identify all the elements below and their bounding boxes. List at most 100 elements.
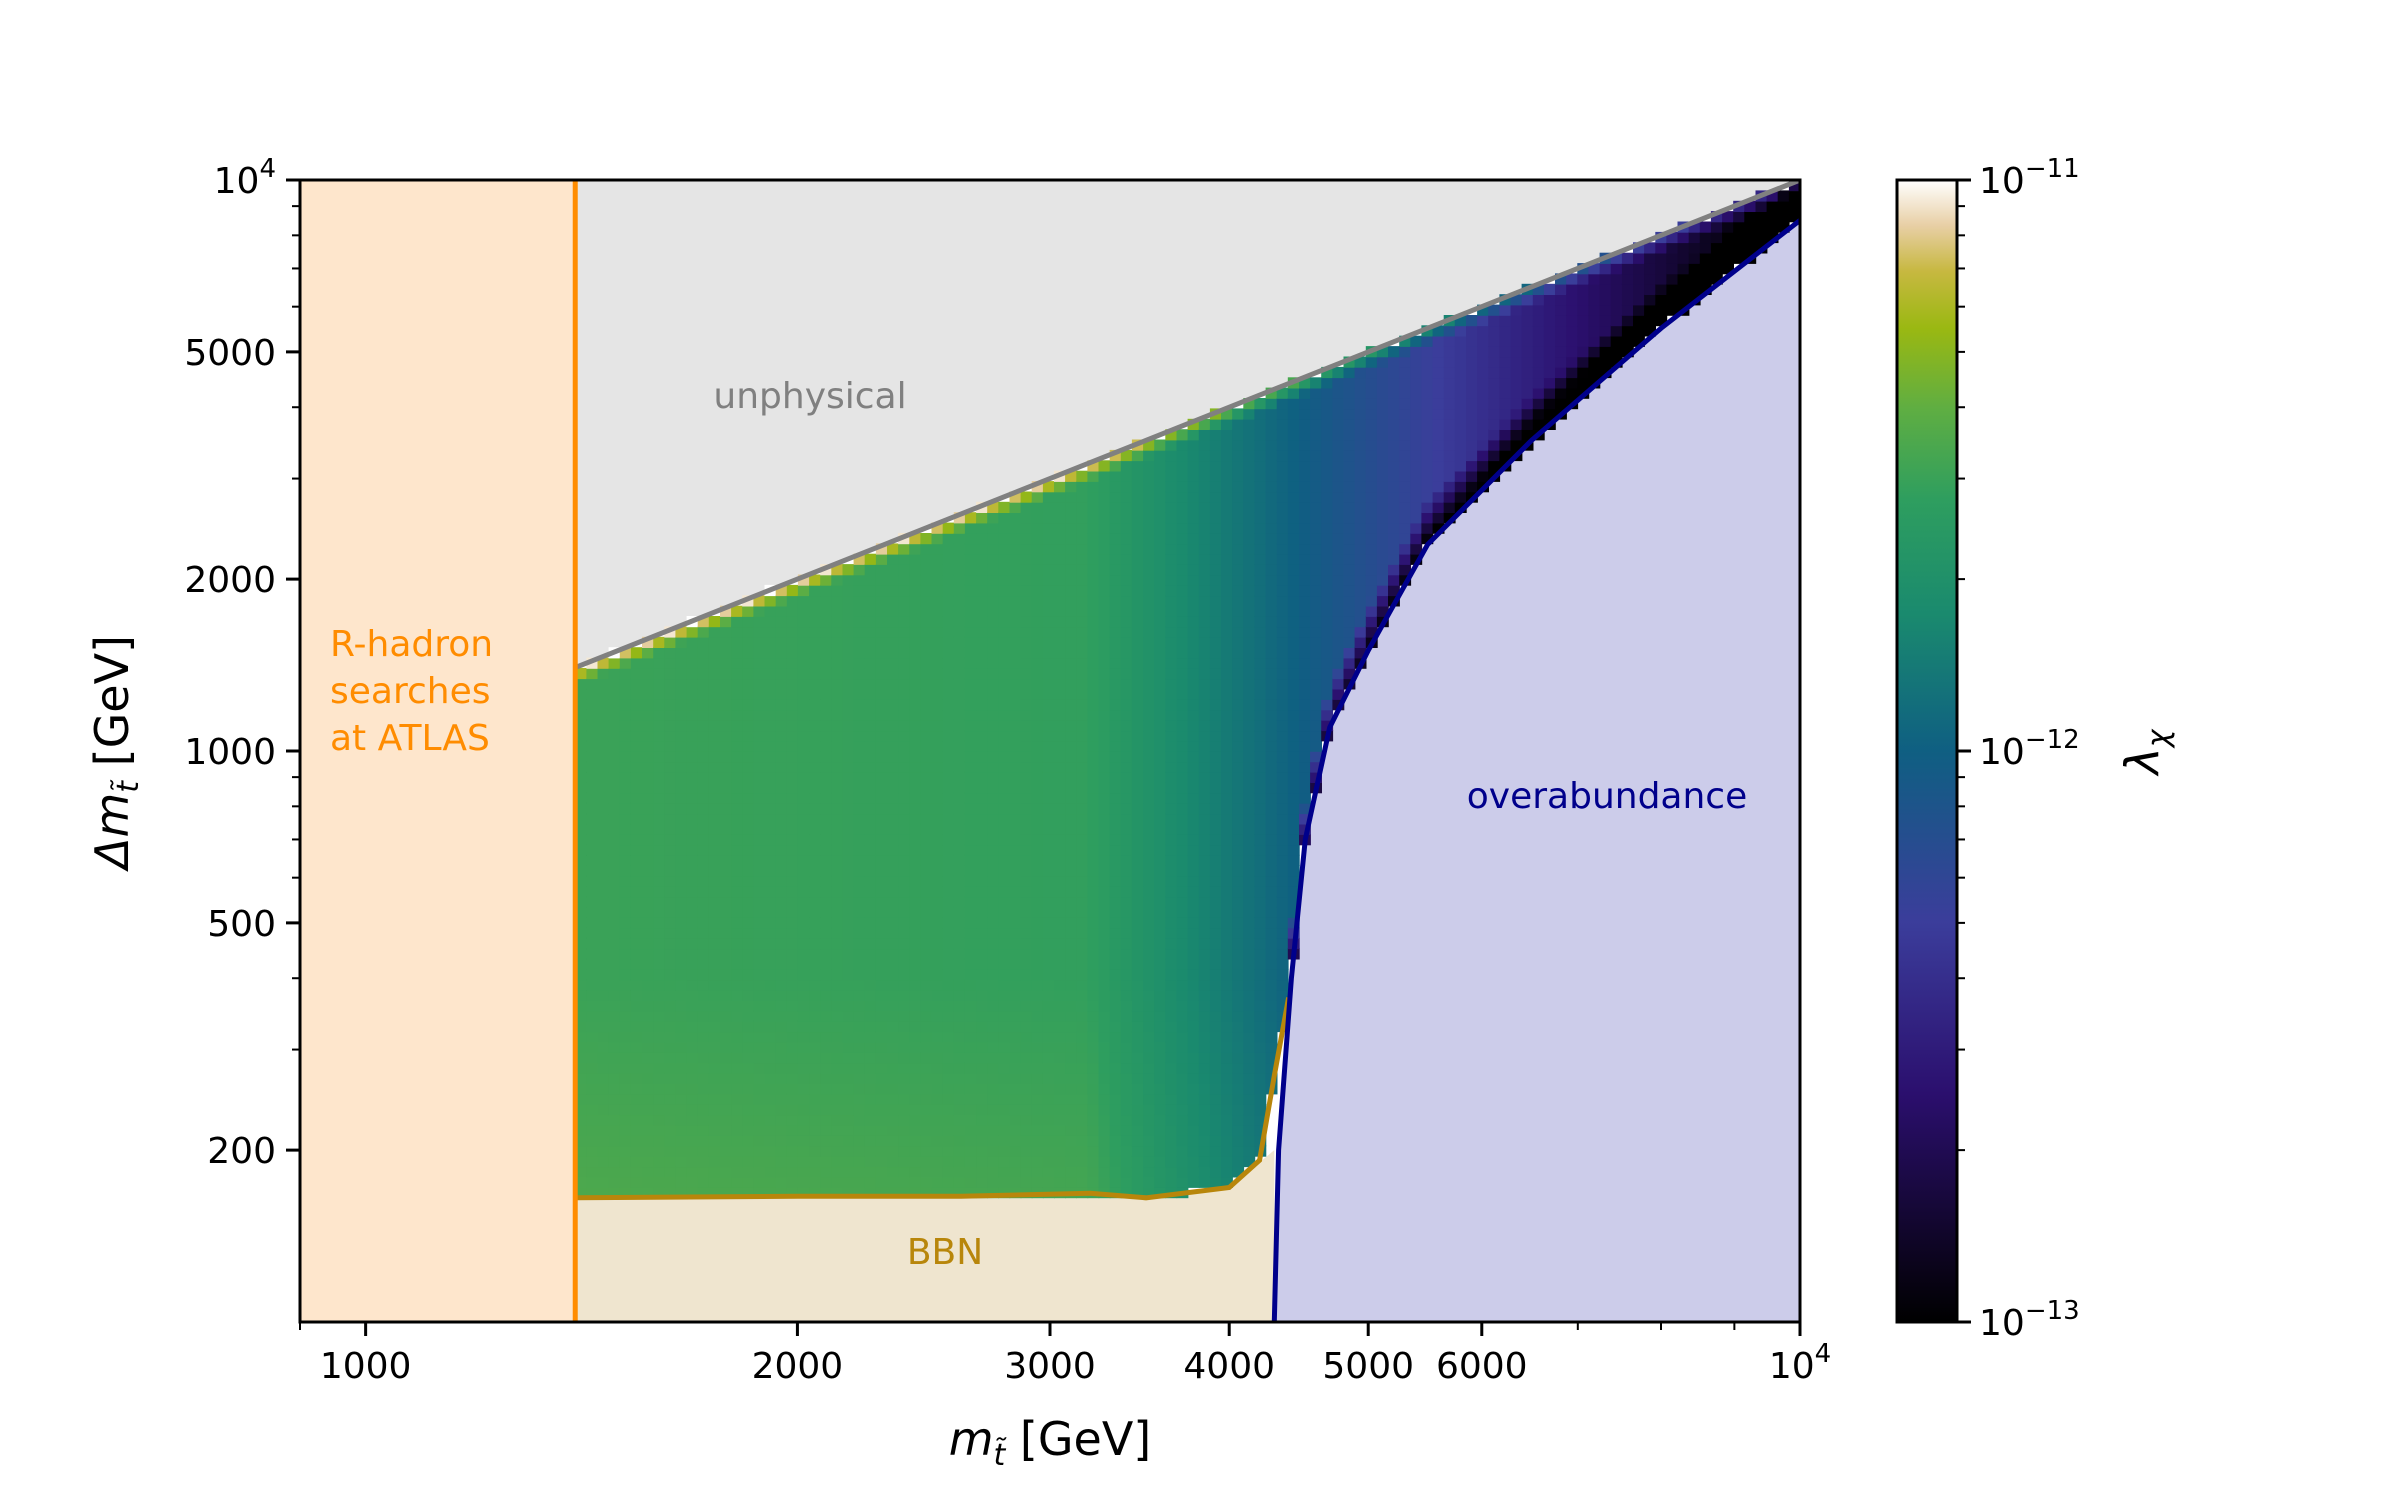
heatmap-cell — [1131, 1031, 1144, 1043]
heatmap-cell — [853, 1072, 866, 1084]
heatmap-cell — [1154, 439, 1167, 451]
heatmap-cell — [1232, 595, 1245, 607]
heatmap-cell — [753, 1166, 766, 1178]
heatmap-cell — [1232, 543, 1245, 555]
heatmap-cell — [987, 1104, 1000, 1116]
heatmap-cell — [731, 1166, 743, 1178]
heatmap-cell — [920, 917, 933, 929]
heatmap-cell — [1165, 823, 1178, 835]
heatmap-cell — [1254, 491, 1267, 503]
heatmap-cell — [664, 730, 677, 742]
heatmap-cell — [1332, 626, 1345, 638]
heatmap-cell — [1310, 584, 1322, 597]
heatmap-cell — [1354, 398, 1367, 410]
heatmap-cell — [875, 626, 888, 638]
heatmap-cell — [786, 1062, 799, 1074]
heatmap-cell — [1577, 325, 1590, 337]
heatmap-cell — [1254, 449, 1267, 462]
heatmap-cell — [1276, 740, 1289, 752]
heatmap-cell — [809, 1155, 821, 1168]
heatmap-cell — [1154, 792, 1167, 804]
heatmap-cell — [820, 730, 833, 742]
heatmap-cell — [887, 678, 899, 690]
heatmap-cell — [753, 688, 766, 700]
heatmap-cell — [1243, 481, 1256, 493]
heatmap-cell — [1087, 574, 1100, 586]
heatmap-cell — [1020, 1083, 1033, 1095]
heatmap-cell — [1343, 387, 1356, 399]
heatmap-cell — [1143, 1166, 1155, 1178]
heatmap-cell — [1120, 1093, 1133, 1105]
heatmap-cell — [853, 688, 866, 700]
heatmap-cell — [831, 782, 844, 794]
heatmap-cell — [1243, 647, 1256, 659]
heatmap-cell — [1131, 647, 1144, 659]
heatmap-cell — [809, 678, 821, 690]
heatmap-cell — [797, 979, 810, 991]
heatmap-cell — [1466, 356, 1478, 368]
heatmap-cell — [1131, 470, 1144, 482]
heatmap-cell — [1054, 740, 1066, 752]
heatmap-cell — [653, 917, 666, 929]
heatmap-cell — [1198, 678, 1211, 690]
heatmap-cell — [875, 1155, 888, 1168]
heatmap-cell — [1343, 408, 1356, 420]
heatmap-cell — [842, 595, 855, 607]
heatmap-cell — [1699, 283, 1712, 295]
heatmap-cell — [1098, 834, 1111, 846]
heatmap-cell — [953, 906, 966, 918]
heatmap-cell — [820, 927, 833, 939]
heatmap-cell — [675, 751, 688, 763]
heatmap-cell — [1120, 1041, 1133, 1053]
heatmap-cell — [1176, 1062, 1189, 1074]
heatmap-cell — [675, 1135, 688, 1147]
heatmap-cell — [1198, 574, 1211, 586]
heatmap-cell — [642, 802, 654, 815]
heatmap-cell — [1065, 491, 1077, 503]
heatmap-cell — [1543, 325, 1556, 337]
heatmap-cell — [976, 1093, 988, 1105]
heatmap-cell — [1031, 844, 1044, 856]
heatmap-cell — [642, 989, 654, 1001]
heatmap-cell — [1020, 491, 1033, 503]
heatmap-cell — [1054, 657, 1066, 669]
heatmap-cell — [964, 543, 977, 555]
heatmap-cell — [630, 1176, 643, 1188]
heatmap-cell — [731, 719, 743, 732]
heatmap-cell — [1120, 1010, 1133, 1022]
heatmap-cell — [1065, 553, 1077, 565]
heatmap-cell — [1254, 875, 1267, 887]
heatmap-cell — [1120, 1031, 1133, 1043]
heatmap-cell — [1221, 906, 1233, 918]
heatmap-cell — [898, 564, 910, 576]
heatmap-cell — [1154, 595, 1167, 607]
heatmap-cell — [1065, 1083, 1077, 1095]
heatmap-cell — [1221, 543, 1233, 555]
heatmap-cell — [1154, 1155, 1167, 1168]
heatmap-cell — [987, 699, 1000, 711]
heatmap-cell — [1198, 989, 1211, 1001]
heatmap-cell — [697, 1072, 710, 1084]
heatmap-cell — [976, 958, 988, 970]
heatmap-cell — [608, 1187, 621, 1199]
heatmap-cell — [1243, 1041, 1256, 1053]
heatmap-cell — [1020, 906, 1033, 918]
heatmap-cell — [1009, 678, 1022, 690]
heatmap-cell — [1109, 1187, 1122, 1199]
heatmap-cell — [1065, 813, 1077, 825]
heatmap-cell — [898, 1135, 910, 1147]
heatmap-cell — [597, 906, 610, 918]
heatmap-cell — [920, 1166, 933, 1178]
heatmap-cell — [1321, 533, 1334, 545]
heatmap-cell — [1432, 356, 1445, 368]
heatmap-cell — [786, 584, 799, 597]
heatmap-cell — [797, 678, 810, 690]
heatmap-cell — [976, 1020, 988, 1033]
heatmap-cell — [976, 1083, 988, 1095]
heatmap-cell — [697, 989, 710, 1001]
heatmap-cell — [1109, 709, 1122, 721]
heatmap-cell — [708, 771, 721, 783]
heatmap-cell — [1265, 989, 1278, 1001]
heatmap-cell — [586, 1155, 599, 1168]
heatmap-cell — [831, 969, 844, 981]
